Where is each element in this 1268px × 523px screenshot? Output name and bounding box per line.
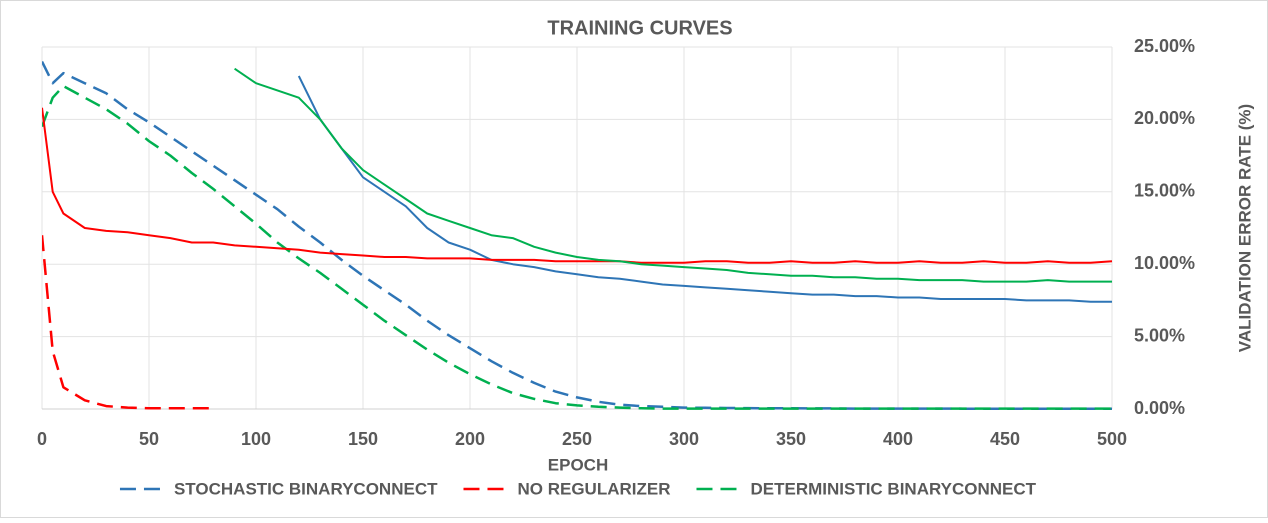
legend-label: DETERMINISTIC BINARYCONNECT bbox=[750, 479, 1036, 498]
legend-item: NO REGULARIZER bbox=[463, 479, 670, 498]
x-tick-label: 0 bbox=[37, 429, 47, 449]
x-tick-label: 250 bbox=[562, 429, 592, 449]
x-tick-label: 150 bbox=[348, 429, 378, 449]
series-line bbox=[42, 84, 1112, 410]
x-tick-label: 450 bbox=[990, 429, 1020, 449]
y-tick-label: 0.00% bbox=[1134, 398, 1185, 418]
y-axis-title: VALIDATION ERROR RATE (%) bbox=[1235, 104, 1254, 352]
plot-area bbox=[42, 60, 1113, 410]
y-tick-label: 20.00% bbox=[1134, 108, 1195, 128]
legend-label: STOCHASTIC BINARYCONNECT bbox=[174, 479, 438, 498]
x-tick-label: 300 bbox=[669, 429, 699, 449]
series-line bbox=[42, 107, 1113, 264]
legend: STOCHASTIC BINARYCONNECT NO REGULARIZER DE… bbox=[119, 479, 1037, 498]
x-axis-title: EPOCH bbox=[548, 455, 608, 474]
series-line bbox=[234, 67, 1112, 283]
y-tick-label: 15.00% bbox=[1134, 181, 1195, 201]
labels: 0.00% 5.00% 10.00% 15.00% 20.00% 25.00% 0 50 100… bbox=[37, 36, 1195, 449]
x-tick-label: 400 bbox=[883, 429, 913, 449]
legend-item: DETERMINISTIC BINARYCONNECT bbox=[696, 479, 1037, 498]
series-line bbox=[297, 75, 1112, 303]
legend-item: STOCHASTIC BINARYCONNECT bbox=[119, 479, 438, 498]
x-tick-label: 500 bbox=[1097, 429, 1127, 449]
x-tick-label: 50 bbox=[139, 429, 159, 449]
series-line bbox=[42, 60, 1112, 410]
grid bbox=[41, 46, 1113, 410]
x-tick-label: 350 bbox=[776, 429, 806, 449]
x-tick-label: 200 bbox=[455, 429, 485, 449]
chart-title: TRAINING CURVES bbox=[547, 17, 732, 39]
legend-label: NO REGULARIZER bbox=[517, 479, 670, 498]
y-tick-label: 25.00% bbox=[1134, 36, 1195, 56]
x-tick-label: 100 bbox=[241, 429, 271, 449]
y-tick-label: 5.00% bbox=[1134, 325, 1185, 345]
y-tick-label: 10.00% bbox=[1134, 253, 1195, 273]
series-line bbox=[42, 235, 214, 410]
